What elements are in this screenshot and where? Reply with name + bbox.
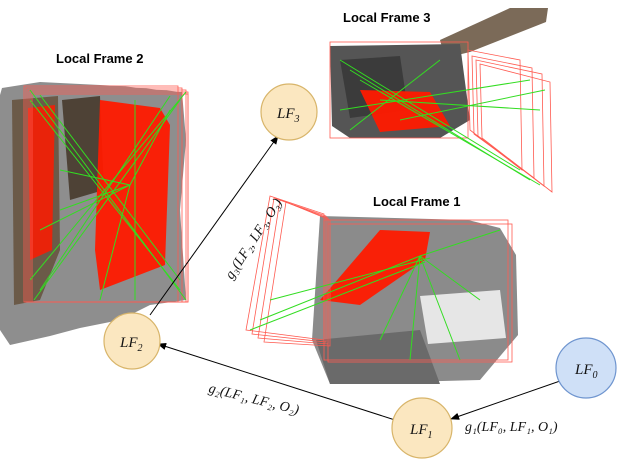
frame-2-plane-left: [28, 105, 55, 260]
node-lf2-subscript: 2: [138, 343, 143, 354]
frame-3-correspondences: [339, 59, 546, 186]
local-frame-3-scene: [329, 8, 553, 193]
frame-2-title: Local Frame 2: [56, 51, 143, 66]
node-lf1-subscript: 1: [428, 430, 433, 441]
node-lf2-circle: [103, 312, 161, 370]
node-lf0-label: LF: [574, 362, 593, 378]
frame-1-title: Local Frame 1: [373, 194, 460, 209]
node-lf2-label: LF: [119, 335, 138, 351]
svg-text:LF0: LF0: [574, 362, 598, 381]
frame-1-plane: [320, 230, 430, 305]
frame-2-correspondences: [29, 89, 187, 301]
svg-text:LF2: LF2: [119, 335, 143, 354]
node-lf0: LF0: [555, 337, 617, 399]
svg-text:LF3: LF3: [276, 106, 300, 125]
frame-2-camera-frustums: [23, 85, 189, 303]
frame-2-shelf: [62, 96, 104, 200]
frame-1-camera-frustums: [245, 195, 513, 363]
frame-1-lower-objects: [316, 330, 440, 384]
node-lf1-circle: [391, 397, 453, 459]
node-lf3-circle: [260, 83, 318, 141]
edge-g1-arrow: [450, 380, 561, 420]
edge-g2-label: g₂(LF₁, LF₂, O₂): [207, 381, 301, 418]
local-frame-2-scene: [0, 82, 189, 345]
edge-g2-arrow: [157, 343, 396, 421]
svg-text:LF1: LF1: [409, 422, 433, 441]
frame-3-pointcloud-top: [440, 8, 548, 58]
node-lf0-circle: [555, 337, 617, 399]
frame-3-title: Local Frame 3: [343, 10, 430, 25]
node-lf3: LF3: [260, 83, 318, 141]
edge-g1-label: g₁(LF₀, LF₁, O₁): [465, 420, 558, 435]
local-frame-1-scene: [245, 195, 518, 384]
node-lf2: LF2: [103, 312, 161, 370]
node-lf1: LF1: [391, 397, 453, 459]
frame-1-box: [420, 290, 506, 344]
node-lf1-label: LF: [409, 422, 428, 438]
node-lf3-label: LF: [276, 106, 295, 122]
edge-g3-arrow: [149, 135, 279, 316]
edge-g3-label: g₃(LF₂, LF₃, O₃): [223, 196, 286, 282]
node-lf0-subscript: 0: [593, 370, 598, 381]
node-lf3-subscript: 3: [294, 114, 300, 125]
frame-1-correspondences: [249, 229, 501, 361]
